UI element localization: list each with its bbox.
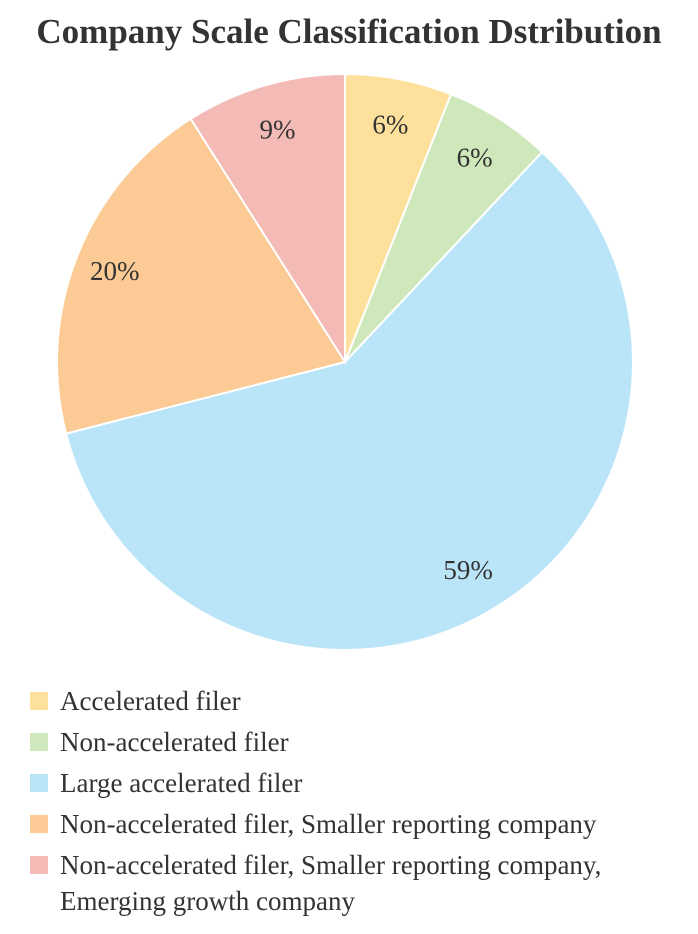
legend-swatch-1 xyxy=(30,692,48,710)
pie-slices xyxy=(56,72,634,651)
pie-slice-label-4: 20% xyxy=(90,256,140,286)
legend-item-1: Accelerated filer xyxy=(30,683,698,719)
pie-slice-label-3: 59% xyxy=(443,555,493,585)
legend-item-2: Non-accelerated filer xyxy=(30,724,698,760)
legend-label-5: Non-accelerated filer, Smaller reporting… xyxy=(60,850,602,916)
pie-slice-5 xyxy=(189,72,346,366)
legend-label-4: Non-accelerated filer, Smaller reporting… xyxy=(60,809,597,839)
legend-swatch-5 xyxy=(30,856,48,874)
legend-item-3: Large accelerated filer xyxy=(30,765,698,801)
legend-swatch-4 xyxy=(30,815,48,833)
pie-slice-4 xyxy=(56,117,347,435)
legend-item-4: Non-accelerated filer, Smaller reporting… xyxy=(30,806,698,842)
legend-item-5: Non-accelerated filer, Smaller reporting… xyxy=(30,847,698,919)
pie-chart: 6% 6% 59% 20% 9% xyxy=(56,72,634,651)
legend-label-3: Large accelerated filer xyxy=(60,768,303,798)
pie-slice-label-2: 6% xyxy=(457,143,493,173)
legend-label-2: Non-accelerated filer xyxy=(60,727,289,757)
chart-title: Company Scale Classification Dstribution xyxy=(36,12,662,51)
pie-slice-3 xyxy=(64,150,634,651)
pie-slice-label-5: 9% xyxy=(260,115,296,145)
legend-label-1: Accelerated filer xyxy=(60,686,241,716)
legend: Accelerated filer Non-accelerated filer La… xyxy=(30,683,698,924)
pie-labels: 6% 6% 59% 20% 9% xyxy=(90,109,493,585)
legend-swatch-3 xyxy=(30,774,48,792)
pie-slice-label-1: 6% xyxy=(372,109,408,139)
legend-swatch-2 xyxy=(30,733,48,751)
